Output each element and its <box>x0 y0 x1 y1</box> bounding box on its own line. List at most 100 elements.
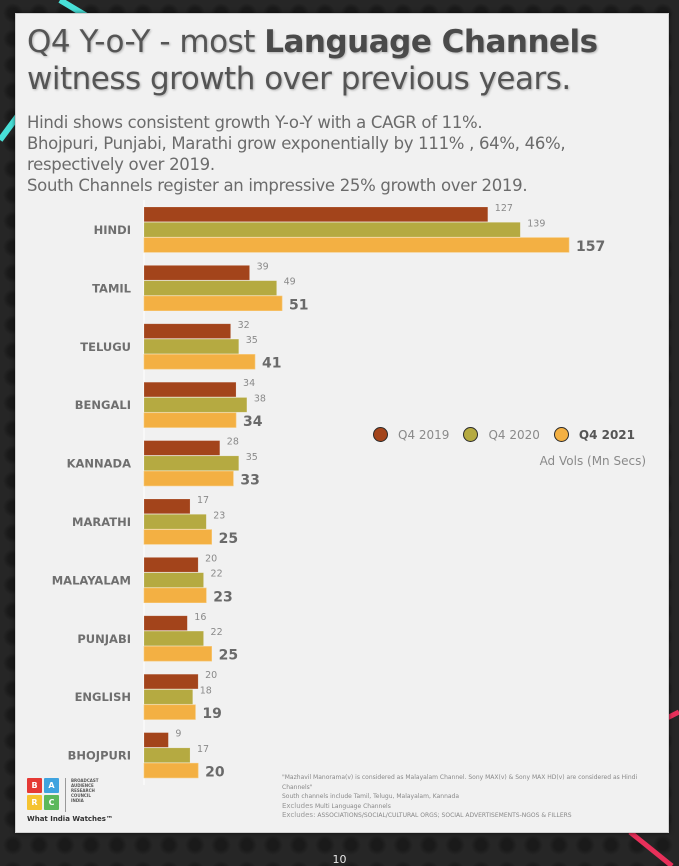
bar-q4-2020 <box>143 689 194 705</box>
data-label: 18 <box>200 686 212 697</box>
legend-swatch-icon <box>373 427 388 442</box>
category-label: MARATHI <box>72 515 131 529</box>
footnote-2: South channels include Tamil, Telugu, Ma… <box>282 793 460 800</box>
category-label: HINDI <box>94 223 131 237</box>
category-label: BENGALI <box>75 398 131 412</box>
footnotes: "Mazhavil Manorama(v) is considered as M… <box>282 773 662 821</box>
logo-org-line: COUNCIL <box>71 793 91 798</box>
bar-q4-2019 <box>143 265 250 281</box>
subtitle-line: Bhojpuri, Punjabi, Marathi grow exponent… <box>27 134 566 153</box>
category-label: KANNADA <box>67 457 132 471</box>
bar-q4-2021 <box>143 295 283 311</box>
data-label: 9 <box>175 729 181 740</box>
bar-q4-2020 <box>143 397 248 413</box>
bar-q4-2021 <box>143 237 570 253</box>
excludes-text: ASSOCIATIONS/SOCIAL/CULTURAL ORGS; SOCIA… <box>315 812 572 819</box>
data-label: 22 <box>211 569 223 580</box>
category-label: PUNJABI <box>77 632 131 646</box>
bar-q4-2020 <box>143 338 240 355</box>
data-label: 39 <box>257 261 269 272</box>
excludes-label: Excludes: <box>282 811 316 819</box>
legend-label: Q4 2020 <box>488 427 540 442</box>
legend-swatch-icon <box>463 427 479 442</box>
bar-q4-2019 <box>143 557 199 573</box>
legend-label: Q4 2019 <box>398 427 450 442</box>
bar-q4-2019 <box>143 206 489 222</box>
bar-q4-2021 <box>143 587 207 603</box>
data-label: 51 <box>289 297 308 313</box>
bar-q4-2019 <box>143 673 199 690</box>
legend-swatch-icon <box>553 427 569 442</box>
data-label: 34 <box>243 414 263 430</box>
bar-q4-2020 <box>143 747 191 763</box>
logo-tile: R <box>27 795 42 810</box>
data-label: 157 <box>576 239 605 255</box>
bar-q4-2019 <box>143 615 188 631</box>
title-part3: witness growth over previous years. <box>27 61 571 97</box>
data-label: 16 <box>194 612 206 623</box>
bar-q4-2019 <box>143 498 191 514</box>
data-label: 41 <box>262 356 281 372</box>
data-label: 49 <box>284 277 296 288</box>
bar-q4-2020 <box>143 222 521 238</box>
subtitle-line: respectively over 2019. <box>27 155 215 174</box>
excludes-text: Multi Language Channels <box>313 802 391 810</box>
data-label: 17 <box>197 744 209 755</box>
bar-q4-2021 <box>143 529 212 545</box>
logo-org-line: AUDIENCE <box>71 783 94 788</box>
data-label: 20 <box>205 670 217 681</box>
bar-q4-2021 <box>143 762 199 779</box>
bar-q4-2019 <box>143 381 237 398</box>
logo-org-line: INDIA <box>71 798 84 803</box>
data-label: 20 <box>205 765 225 781</box>
data-label: 35 <box>246 452 258 463</box>
bar-q4-2020 <box>143 280 277 296</box>
slide-panel: Q4 Y-o-Y - most Language Channels witnes… <box>15 13 669 833</box>
logo-tile: C <box>44 795 59 810</box>
logo-org-line: BROADCAST <box>71 778 99 783</box>
chart-legend: Q4 2019 Q4 2020 Q4 2021 <box>373 427 649 442</box>
data-label: 19 <box>202 706 221 722</box>
category-label: BHOJPURI <box>68 749 131 763</box>
legend-item: Q4 2021 <box>553 427 636 442</box>
title-part1: Q4 Y-o-Y - most <box>27 24 265 60</box>
logo-tile: A <box>44 778 59 793</box>
data-label: 139 <box>527 218 545 229</box>
footnote-3: Excludes Multi Language Channels <box>282 802 662 812</box>
legend-item: Q4 2019 <box>373 427 449 442</box>
unit-label: Ad Vols (Mn Secs) <box>539 454 646 468</box>
data-label: 22 <box>211 627 223 638</box>
bar-q4-2021 <box>143 412 237 428</box>
data-label: 20 <box>205 553 217 564</box>
data-label: 38 <box>254 394 266 405</box>
bar-q4-2020 <box>143 572 204 588</box>
subtitle: Hindi shows consistent growth Y-o-Y with… <box>27 112 657 196</box>
subtitle-line: Hindi shows consistent growth Y-o-Y with… <box>27 113 483 132</box>
data-label: 17 <box>197 495 209 506</box>
logo-tile: B <box>27 778 42 793</box>
logo-org-name: BROADCAST AUDIENCE RESEARCH COUNCIL INDIA <box>65 778 103 812</box>
bar-q4-2019 <box>143 440 221 456</box>
data-label: 127 <box>495 203 513 214</box>
data-label: 28 <box>227 437 239 448</box>
bar-q4-2019 <box>143 732 169 748</box>
logo-org-line: RESEARCH <box>71 788 95 793</box>
data-label: 25 <box>219 648 238 664</box>
page-number: 10 <box>332 853 347 866</box>
bar-q4-2021 <box>143 704 196 720</box>
bar-q4-2020 <box>143 513 207 530</box>
legend-label: Q4 2021 <box>578 427 636 442</box>
data-label: 33 <box>240 473 259 489</box>
bar-q4-2021 <box>143 646 212 662</box>
legend-item: Q4 2020 <box>463 427 540 442</box>
excludes-label: Excludes <box>282 801 314 810</box>
title-bold: Language Channels <box>264 24 598 60</box>
page-title: Q4 Y-o-Y - most Language Channels witnes… <box>27 24 647 98</box>
bar-q4-2020 <box>143 455 240 471</box>
subtitle-line: South Channels register an impressive 25… <box>27 176 528 195</box>
category-label: MALAYALAM <box>52 573 131 587</box>
footnote-4: Excludes: ASSOCIATIONS/SOCIAL/CULTURAL O… <box>282 811 662 821</box>
